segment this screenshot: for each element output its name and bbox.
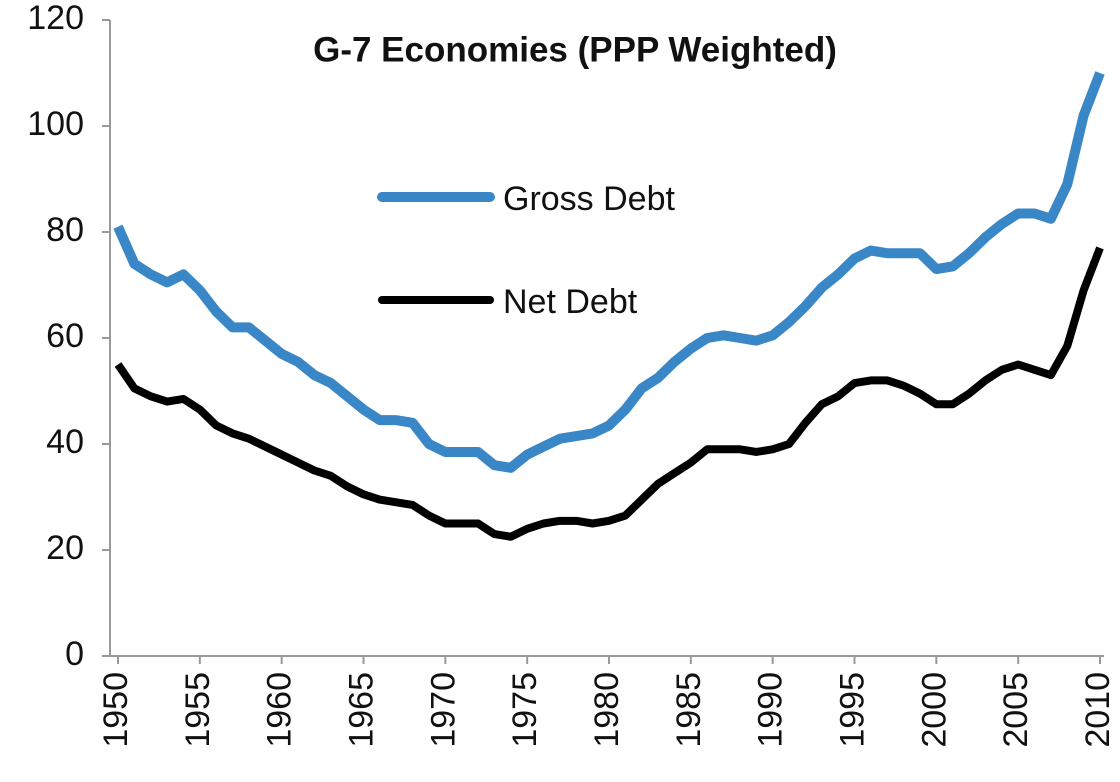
x-tick-label: 1985 — [670, 672, 708, 748]
x-tick-label: 2010 — [1079, 672, 1117, 748]
y-tick-label: 60 — [46, 317, 84, 355]
y-tick-label: 0 — [65, 635, 84, 673]
series-line — [114, 246, 1104, 541]
legend-label: Net Debt — [503, 283, 638, 321]
x-tick-label: 1965 — [342, 672, 380, 748]
x-tick-label: 1975 — [506, 672, 544, 748]
x-tick-label: 1980 — [588, 672, 626, 748]
chart-title: G-7 Economies (PPP Weighted) — [313, 30, 837, 69]
y-tick-label: 120 — [27, 0, 84, 37]
series-line — [113, 71, 1105, 473]
x-tick-label: 2000 — [915, 672, 953, 748]
legend-label: Gross Debt — [503, 180, 675, 218]
y-tick-label: 40 — [46, 423, 84, 461]
x-tick-label: 1960 — [261, 672, 299, 748]
y-tick-label: 20 — [46, 529, 84, 567]
x-tick-label: 1990 — [752, 672, 790, 748]
y-tick-label: 80 — [46, 211, 84, 249]
y-tick-label: 100 — [27, 105, 84, 143]
x-tick-label: 1995 — [833, 672, 871, 748]
x-tick-label: 2005 — [997, 672, 1035, 748]
x-tick-label: 1950 — [97, 672, 135, 748]
x-tick-label: 1955 — [179, 672, 217, 748]
x-tick-label: 1970 — [424, 672, 462, 748]
